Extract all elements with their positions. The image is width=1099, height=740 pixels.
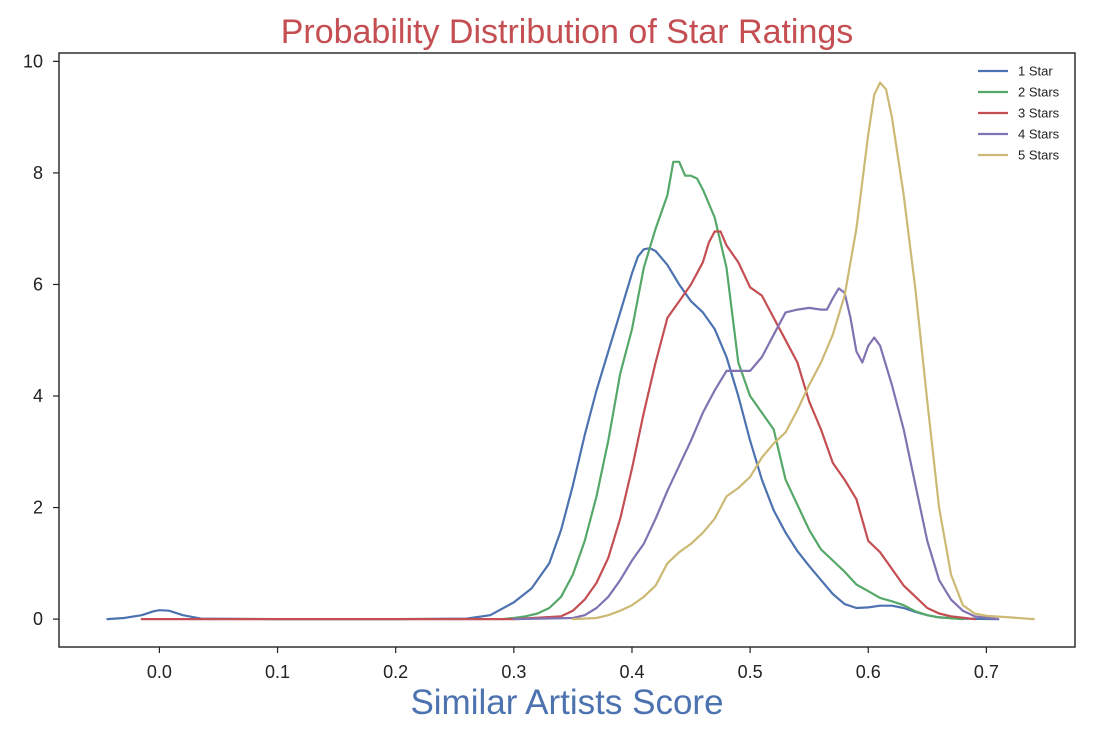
- series-line-4: [512, 287, 1000, 621]
- y-axis: 0 2 4 6 8 10: [23, 51, 59, 629]
- chart-title: Probability Distribution of Star Ratings: [281, 13, 854, 51]
- x-tick-label: 0.5: [738, 662, 763, 682]
- legend-label: 2 Stars: [1018, 85, 1060, 100]
- legend-item: 4 Stars: [978, 127, 1060, 142]
- y-tick-label: 2: [33, 498, 43, 518]
- legend-label: 1 Star: [1018, 64, 1053, 79]
- x-tick-label: 0.0: [147, 662, 172, 682]
- legend-label: 5 Stars: [1018, 148, 1060, 163]
- x-axis-label: Similar Artists Score: [410, 683, 723, 722]
- series-line-1: [106, 247, 1000, 621]
- x-tick-label: 0.1: [265, 662, 290, 682]
- y-tick-label: 6: [33, 274, 43, 294]
- legend-label: 3 Stars: [1018, 106, 1060, 121]
- plot-frame: [58, 52, 1076, 648]
- x-tick-label: 0.4: [619, 662, 644, 682]
- legend: 1 Star 2 Stars 3 Stars 4 Stars 5 Stars: [978, 64, 1060, 163]
- legend-label: 4 Stars: [1018, 127, 1060, 142]
- x-axis: 0.0 0.1 0.2 0.3 0.4 0.5 0.6 0.7: [147, 647, 999, 682]
- y-tick-label: 4: [33, 386, 43, 406]
- y-tick-label: 8: [33, 163, 43, 183]
- legend-item: 5 Stars: [978, 148, 1060, 163]
- x-tick-label: 0.3: [501, 662, 526, 682]
- y-tick-label: 0: [33, 609, 43, 629]
- x-tick-label: 0.2: [383, 662, 408, 682]
- series-line-3: [140, 230, 976, 621]
- x-tick-label: 0.7: [974, 662, 999, 682]
- plot-series: [106, 81, 1035, 621]
- legend-item: 2 Stars: [978, 85, 1060, 100]
- x-tick-label: 0.6: [856, 662, 881, 682]
- legend-item: 1 Star: [978, 64, 1053, 79]
- legend-item: 3 Stars: [978, 106, 1060, 121]
- y-tick-label: 10: [23, 51, 43, 71]
- series-line-2: [500, 160, 964, 621]
- series-line-5: [571, 81, 1035, 621]
